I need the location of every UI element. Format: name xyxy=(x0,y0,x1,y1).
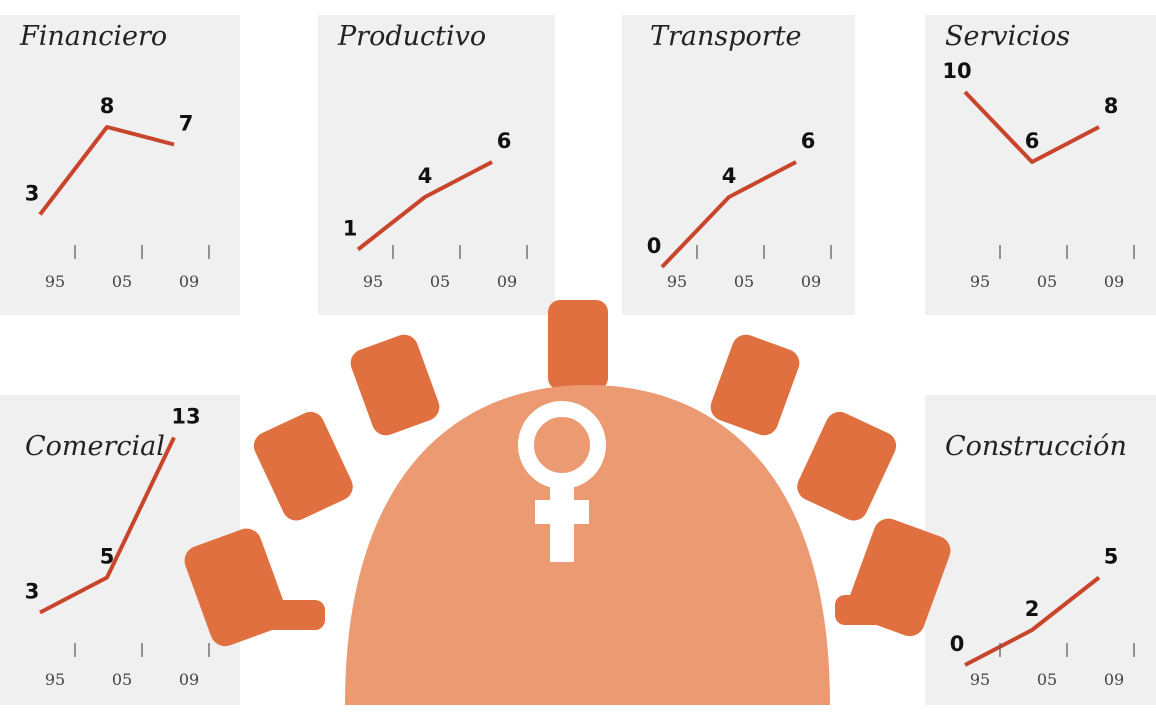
x-tick-label: 09 xyxy=(1104,272,1124,291)
line xyxy=(964,575,1101,667)
panel xyxy=(925,15,1156,315)
panel xyxy=(318,15,555,315)
data-label: 6 xyxy=(497,129,512,153)
line xyxy=(660,160,797,269)
x-tick-label: 09 xyxy=(179,670,199,689)
data-label: 7 xyxy=(179,112,194,136)
x-tick-label: 05 xyxy=(112,272,132,291)
data-label: 2 xyxy=(1025,597,1040,621)
table xyxy=(345,385,830,705)
data-label: 8 xyxy=(100,94,115,118)
x-tick-label: 95 xyxy=(45,670,65,689)
x-tick-label: 09 xyxy=(801,272,821,291)
chart-title: Comercial xyxy=(25,431,165,462)
data-label: 3 xyxy=(25,182,40,206)
data-label: 5 xyxy=(1104,545,1119,569)
data-label: 6 xyxy=(801,129,816,153)
data-label: 3 xyxy=(25,580,40,604)
x-tick-label: 05 xyxy=(1037,272,1057,291)
panel xyxy=(0,15,240,315)
data-label: 13 xyxy=(171,405,200,429)
line xyxy=(356,160,493,252)
panel xyxy=(925,395,1156,705)
chairs xyxy=(184,300,951,647)
chart-title: Productivo xyxy=(337,21,486,52)
line xyxy=(39,436,176,615)
data-label: 0 xyxy=(647,234,662,258)
illustration xyxy=(0,15,1156,705)
line xyxy=(963,90,1100,164)
data-label: 10 xyxy=(942,59,971,83)
chart-title: Financiero xyxy=(19,21,167,52)
data-label: 1 xyxy=(343,217,358,241)
female-symbol xyxy=(518,401,606,562)
data-label: 0 xyxy=(950,632,965,656)
x-tick-label: 05 xyxy=(112,670,132,689)
data-label: 8 xyxy=(1104,94,1119,118)
panel xyxy=(622,15,855,315)
x-tick-label: 95 xyxy=(363,272,383,291)
x-tick-label: 09 xyxy=(497,272,517,291)
x-tick-label: 05 xyxy=(734,272,754,291)
x-tick-label: 09 xyxy=(1104,670,1124,689)
x-tick-label: 95 xyxy=(970,272,990,291)
chart-title: Construcción xyxy=(945,431,1127,462)
line xyxy=(38,125,175,216)
chart-title: Transporte xyxy=(650,21,802,52)
x-tick-label: 95 xyxy=(45,272,65,291)
data-label: 6 xyxy=(1025,129,1040,153)
x-tick-label: 05 xyxy=(430,272,450,291)
data-label: 4 xyxy=(722,164,737,188)
chart-title: Servicios xyxy=(945,21,1070,52)
data-label: 5 xyxy=(100,545,115,569)
x-tick-label: 05 xyxy=(1037,670,1057,689)
data-label: 4 xyxy=(418,164,433,188)
x-tick-label: 95 xyxy=(970,670,990,689)
x-tick-label: 09 xyxy=(179,272,199,291)
x-tick-label: 95 xyxy=(667,272,687,291)
